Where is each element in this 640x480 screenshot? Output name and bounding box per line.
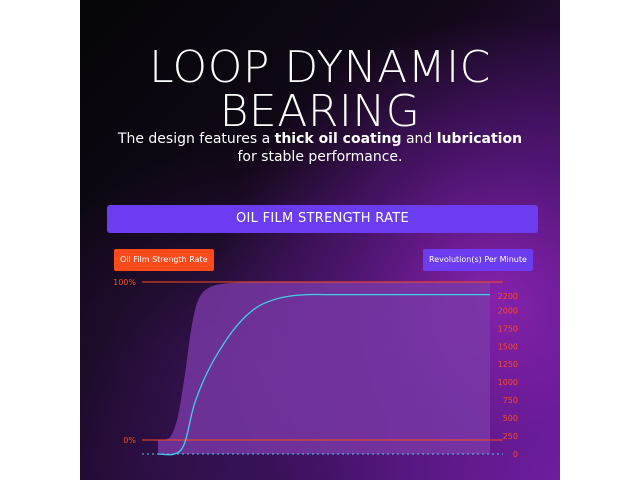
right-tick-label: 2200 [498,292,518,301]
area-oil-film-strength [158,281,490,454]
right-tick-label: 0 [513,450,518,459]
legend-oil-film-strength: Oil Film Strength Rate [114,249,214,271]
subtitle-bold-2: lubrication [436,131,523,147]
legend-rpm: Revolution(s) Per Minute [423,249,533,271]
subtitle-middle: and [401,131,437,147]
page-title-line2: BEARING [219,86,421,137]
right-tick-label: 1500 [498,342,518,351]
subtitle-prefix: The design features a [117,131,275,147]
right-tick-label: 1000 [498,378,518,387]
left-tick-label: 100% [113,278,136,287]
right-tick-label: 2000 [498,306,518,315]
chart-banner: OIL FILM STRENGTH RATE [107,205,538,233]
left-tick-label: 0% [123,436,136,445]
page-title-line1: LOOP DYNAMIC [149,42,491,93]
subtitle-bold-1: thick oil coating [274,131,402,147]
product-panel: LOOP DYNAMIC BEARING The design features… [80,0,560,480]
right-tick-label: 1250 [498,360,518,369]
right-tick-label: 500 [503,414,518,423]
subtitle: The design features a thick oil coating … [100,130,540,166]
right-tick-label: 250 [503,432,518,441]
chart-plot: 100% 0% 2200 2000 1750 1500 1250 1000 750 500 250 0 [113,278,518,459]
line-rpm [157,293,490,456]
right-tick-label: 1750 [498,324,518,333]
right-tick-label: 750 [503,396,518,405]
subtitle-suffix: for stable performance. [237,149,403,165]
